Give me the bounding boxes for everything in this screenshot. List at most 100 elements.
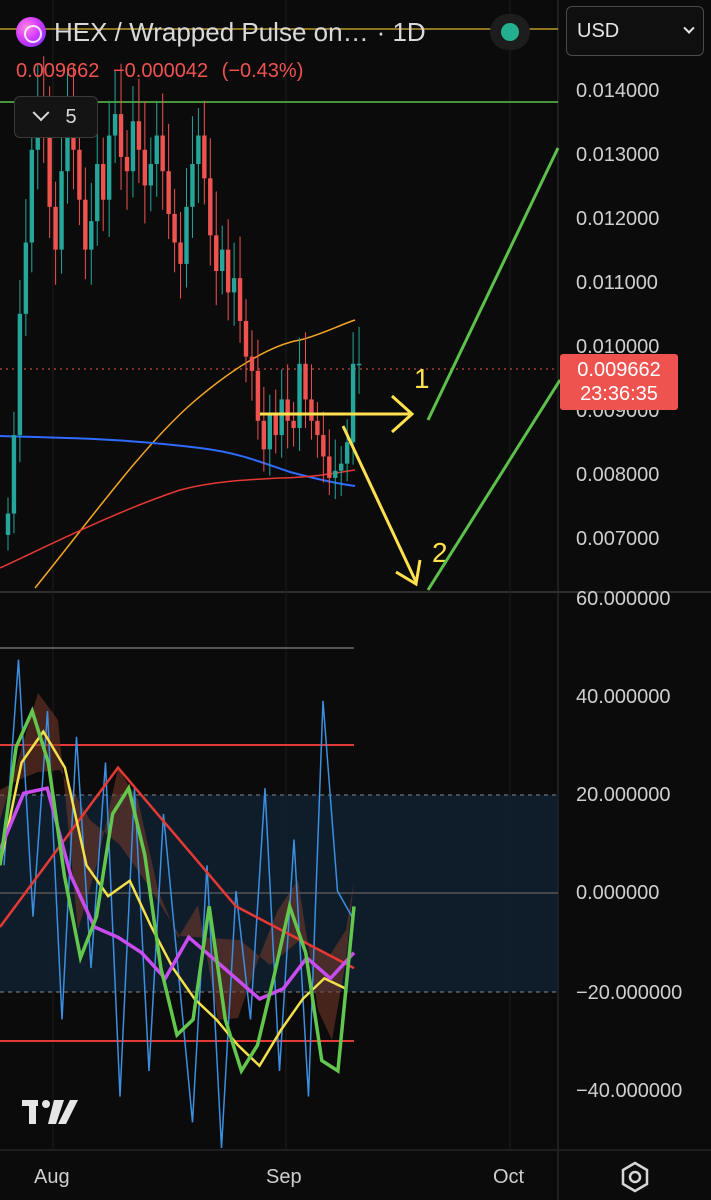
osc-axis-label: −40.000000 — [576, 1080, 683, 1102]
candle-body — [17, 313, 23, 436]
candle-body — [136, 121, 142, 150]
time-axis-label-aug: Aug — [34, 1166, 70, 1188]
time-axis-label-sep: Sep — [266, 1166, 302, 1188]
candle-body — [148, 164, 153, 186]
candle-body — [130, 121, 136, 172]
candle-body — [208, 178, 213, 236]
price-axis-label: 0.014000 — [576, 80, 660, 102]
symbol-title[interactable]: HEX / Wrapped Pulse on… · 1D — [16, 14, 426, 50]
annotation-arrow-1[interactable] — [260, 394, 415, 434]
candle-body — [225, 249, 231, 293]
price-axis-label: 0.012000 — [576, 208, 660, 230]
osc-axis-label: −20.000000 — [576, 982, 683, 1004]
candle-body — [220, 249, 225, 272]
candle-body — [101, 164, 106, 200]
chevron-down-icon — [32, 104, 50, 122]
candle-body — [160, 135, 165, 172]
osc-blue-line — [3, 659, 353, 1149]
chevron-down-icon — [683, 22, 695, 34]
candle-body — [315, 420, 320, 436]
indicators-toggle-button[interactable]: 5 — [14, 96, 98, 138]
last-price-badge: 0.009662 23:36:35 — [560, 354, 678, 410]
candle-body — [106, 135, 112, 200]
currency-select[interactable]: USD — [566, 6, 704, 56]
bar-countdown: 23:36:35 — [580, 383, 658, 405]
symbol-name: HEX / Wrapped Pulse on… — [54, 16, 369, 47]
time-axis-label-oct: Oct — [493, 1166, 525, 1188]
price-axis-label: 0.010000 — [576, 336, 660, 358]
candle-body — [202, 135, 207, 179]
price-axis-label: 0.007000 — [576, 528, 660, 550]
candle-body — [243, 320, 249, 357]
ma-blue-line — [0, 435, 356, 487]
candle-body — [255, 370, 261, 421]
price-change-pct: (−0.43%) — [221, 60, 304, 82]
price-summary: 0.009662 −0.000042 (−0.43%) — [16, 60, 311, 83]
annotation-label-2: 2 — [432, 537, 448, 568]
candle-body — [249, 356, 255, 371]
interval-label: · 1D — [376, 16, 426, 47]
candle-body — [112, 114, 118, 136]
candle-body — [321, 435, 326, 457]
candle-body — [89, 221, 94, 250]
candle-body — [65, 114, 70, 172]
candlestick-series[interactable] — [5, 56, 362, 551]
price-axis-label: 0.011000 — [576, 272, 658, 294]
candle-body — [273, 413, 278, 436]
oscillator-pane[interactable] — [0, 647, 558, 1149]
candle-body — [23, 242, 29, 314]
price-axis-label: 0.008000 — [576, 464, 660, 486]
candle-body — [95, 164, 100, 222]
candle-body — [285, 399, 290, 421]
candle-body — [350, 363, 356, 443]
settings-gear-icon[interactable] — [618, 1160, 652, 1194]
ma-red-line — [0, 469, 356, 569]
candle-body — [291, 420, 296, 428]
osc-axis-label: 60.000000 — [576, 588, 671, 610]
trend-line-lower[interactable] — [426, 379, 562, 591]
candle-body — [77, 149, 82, 200]
osc-green-line — [0, 706, 356, 1076]
candle-body — [184, 206, 189, 264]
candle-body — [11, 435, 17, 514]
candle-body — [53, 206, 58, 250]
candle-body — [309, 399, 314, 421]
moving-averages — [0, 319, 356, 589]
token-logo-icon — [16, 17, 46, 47]
badge-price: 0.009662 — [577, 359, 661, 381]
price-axis-label: 0.013000 — [576, 144, 660, 166]
candle-body — [142, 149, 148, 186]
trend-line-upper[interactable] — [426, 147, 560, 421]
candle-body — [333, 470, 338, 478]
candle-body — [297, 363, 302, 428]
candle-body — [344, 442, 350, 464]
candle-body — [118, 114, 124, 157]
candle-body — [178, 242, 183, 264]
candle-body — [59, 171, 64, 250]
osc-axis-label: 40.000000 — [576, 686, 671, 708]
tradingview-logo-icon[interactable] — [20, 1096, 80, 1128]
candle-body — [303, 363, 308, 400]
candle-body — [196, 135, 201, 165]
annotation-label-1: 1 — [414, 363, 430, 394]
candle-body — [29, 149, 34, 243]
candle-body — [267, 413, 272, 450]
candle-body — [327, 456, 332, 478]
currency-value: USD — [577, 19, 620, 42]
last-price: 0.009662 — [16, 60, 100, 82]
candle-body — [356, 363, 362, 366]
candle-body — [154, 135, 159, 165]
candle-body — [166, 171, 171, 214]
osc-axis-label: 20.000000 — [576, 784, 671, 806]
candle-body — [47, 135, 52, 207]
candle-body — [214, 235, 219, 272]
market-open-icon — [501, 23, 519, 41]
candle-body — [5, 513, 11, 535]
candle-body — [237, 278, 243, 321]
osc-fill-area — [0, 693, 354, 1040]
annotation-arrow-2[interactable] — [341, 425, 422, 587]
price-change: −0.000042 — [112, 60, 209, 82]
market-status-button[interactable] — [490, 14, 530, 50]
ma-orange-line — [34, 319, 356, 589]
